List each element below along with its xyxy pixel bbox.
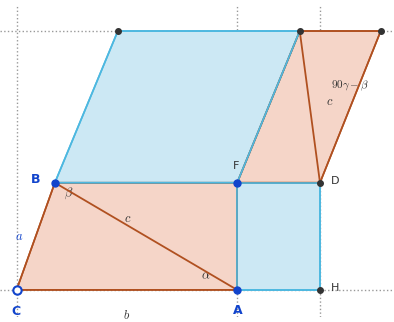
Text: $90°-\beta$: $90°-\beta$ [331, 78, 369, 93]
Polygon shape [17, 183, 237, 290]
Text: B: B [32, 173, 41, 186]
Text: $\beta$: $\beta$ [64, 185, 74, 201]
Text: $c$: $c$ [124, 212, 131, 224]
Text: H: H [331, 283, 339, 293]
Text: C: C [11, 305, 20, 317]
Polygon shape [55, 31, 300, 183]
Text: D: D [331, 176, 340, 186]
Text: F: F [233, 161, 240, 171]
Text: A: A [233, 304, 243, 317]
Text: $\alpha$: $\alpha$ [201, 270, 211, 282]
Polygon shape [237, 31, 381, 183]
Polygon shape [237, 183, 320, 290]
Text: $a$: $a$ [15, 230, 23, 243]
Text: $b$: $b$ [123, 309, 130, 322]
Text: $c$: $c$ [326, 95, 334, 108]
